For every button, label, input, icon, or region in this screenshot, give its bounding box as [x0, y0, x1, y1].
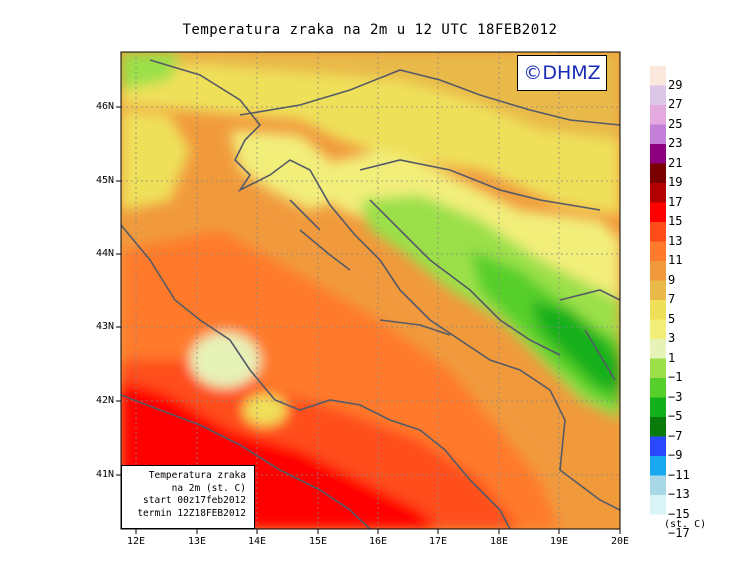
colorbar-swatch: [650, 514, 666, 534]
lat-label-45n: 45N: [95, 175, 114, 186]
colorbar-swatch: [650, 456, 666, 476]
dhmz-logo: ©DHMZ: [517, 55, 607, 91]
colorbar-swatch: [650, 105, 666, 125]
legend-tick-label: 5: [668, 311, 676, 326]
legend-tick-label: 29: [668, 77, 683, 92]
colorbar-swatch: [650, 183, 666, 203]
colorbar-swatch: [650, 319, 666, 339]
legend-tick-label: 19: [668, 175, 683, 189]
legend-tick-label: 9: [668, 272, 676, 287]
legend-tick-label: −17: [668, 526, 690, 540]
legend-tick-label: 7: [668, 292, 676, 306]
colorbar-swatch: [650, 358, 666, 378]
legend-tick-label: 3: [668, 331, 676, 345]
colorbar-swatch: [650, 280, 666, 300]
info-box: Temperatura zraka na 2m (st. C) start 00…: [121, 465, 255, 529]
map-title: Temperatura zraka na 2m u 12 UTC 18FEB20…: [182, 22, 558, 38]
lon-label-20e: 20E: [610, 536, 630, 547]
info-line-3: start 00z17feb2012: [143, 495, 246, 506]
legend-tick-label: 13: [668, 233, 683, 248]
legend-tick-label: −15: [668, 506, 690, 521]
legend-tick-label: −11: [668, 467, 690, 482]
info-line-1: Temperatura zraka: [148, 470, 246, 481]
legend-tick-label: −7: [668, 428, 683, 443]
colorbar-swatch: [650, 495, 666, 515]
lon-label-13e: 13E: [187, 536, 207, 547]
legend-tick-label: 27: [668, 97, 683, 111]
lon-label-16e: 16E: [368, 536, 388, 547]
legend-unit: (st. C): [664, 519, 707, 530]
legend-tick-label: −9: [668, 448, 683, 462]
info-line-2: na 2m (st. C): [171, 482, 246, 494]
graticule: [121, 52, 620, 529]
lat-label-43n: 43N: [95, 321, 114, 332]
lon-label-18e: 18E: [489, 536, 509, 547]
info-line-4: termin 12Z18FEB2012: [137, 507, 246, 519]
lon-label-15e: 15E: [308, 536, 328, 547]
colorbar-swatch: [650, 475, 666, 495]
colorbar-swatch: [650, 222, 666, 242]
colorbar-swatch: [650, 124, 666, 144]
colorbar-swatch: [650, 85, 666, 105]
colorbar-swatch: [650, 397, 666, 417]
legend-tick-label: 23: [668, 136, 683, 150]
lon-label-19e: 19E: [549, 536, 569, 547]
legend-tick-label: 1: [668, 350, 676, 365]
legend-tick-label: −3: [668, 389, 683, 404]
colorbar-swatch: [650, 202, 666, 222]
legend-tick-label: 21: [668, 155, 683, 170]
colorbar-swatch: [650, 300, 666, 320]
temperature-field: [121, 52, 620, 529]
colorbar-swatch: [650, 241, 666, 261]
lon-label-14e: 14E: [247, 536, 267, 547]
coastlines: [121, 59, 620, 529]
legend-tick-label: 25: [668, 116, 683, 131]
legend-tick-label: 17: [668, 194, 683, 209]
lat-label-42n: 42N: [95, 395, 114, 406]
legend-tick-label: −13: [668, 487, 690, 501]
colorbar-swatch: [650, 144, 666, 164]
colorbar-swatch: [650, 339, 666, 359]
colorbar-swatch: [650, 261, 666, 281]
legend-tick-label: 15: [668, 214, 683, 228]
map-frame: [120, 51, 621, 530]
legend-tick-label: 11: [668, 253, 683, 267]
colorbar-swatch: [650, 66, 666, 86]
colorbar-swatch: [650, 378, 666, 398]
colorbar-swatch: [650, 436, 666, 456]
lat-label-44n: 44N: [95, 248, 114, 259]
legend-tick-label: −1: [668, 370, 683, 384]
colorbar: [650, 66, 666, 534]
lon-label-12e: 12E: [126, 536, 146, 547]
colorbar-swatch: [650, 417, 666, 437]
lon-label-17e: 17E: [428, 536, 448, 547]
colorbar-swatch: [650, 163, 666, 183]
lat-label-41n: 41N: [95, 469, 114, 480]
axis-ticks: [116, 106, 621, 534]
legend-tick-label: −5: [668, 409, 683, 423]
lat-label-46n: 46N: [95, 101, 114, 112]
